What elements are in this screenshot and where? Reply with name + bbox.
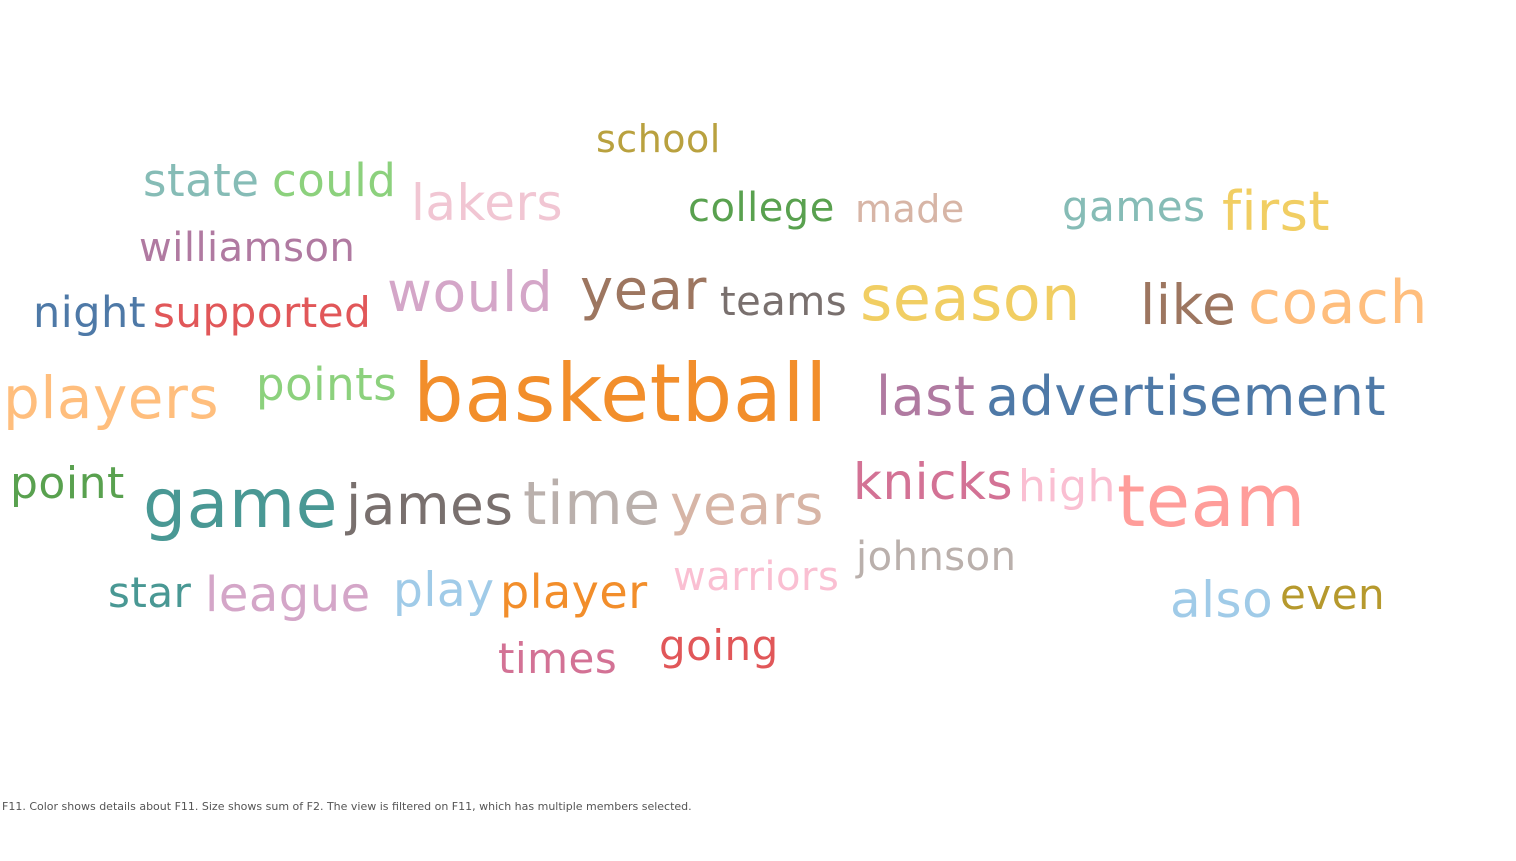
word-time: time [523,469,661,539]
word-points: points [256,358,398,411]
word-player: player [500,565,648,619]
word-made: made [855,187,965,231]
word-years: years [670,473,824,537]
word-going: going [659,621,779,670]
word-point: point [10,458,125,509]
word-teams: teams [720,279,848,325]
word-college: college [688,185,835,231]
word-williamson: williamson [139,225,356,271]
word-league: league [205,567,371,623]
word-could: could [272,154,397,207]
word-coach: coach [1248,268,1428,338]
word-would: would [387,260,554,324]
word-star: star [108,568,192,617]
word-basketball: basketball [413,347,828,440]
word-also: also [1170,571,1274,629]
word-james: james [346,473,514,537]
word-even: even [1280,570,1386,619]
word-games: games [1062,182,1206,231]
word-play: play [393,563,495,618]
word-high: high [1018,461,1116,512]
word-night: night [33,288,147,338]
word-lakers: lakers [411,174,564,232]
chart-caption: F11. Color shows details about F11. Size… [2,800,692,813]
word-knicks: knicks [853,453,1014,511]
word-year: year [580,258,707,323]
word-like: like [1140,273,1237,337]
word-times: times [498,634,618,683]
word-season: season [860,262,1081,335]
word-advertisement: advertisement [986,365,1387,428]
word-state: state [143,154,260,207]
word-johnson: johnson [856,534,1017,580]
word-first: first [1222,180,1331,243]
word-players: players [3,364,220,432]
word-last: last [876,365,976,428]
word-school: school [596,117,721,161]
word-team: team [1117,459,1306,543]
word-supported: supported [153,288,372,337]
word-warriors: warriors [673,554,840,600]
word-game: game [143,465,338,544]
